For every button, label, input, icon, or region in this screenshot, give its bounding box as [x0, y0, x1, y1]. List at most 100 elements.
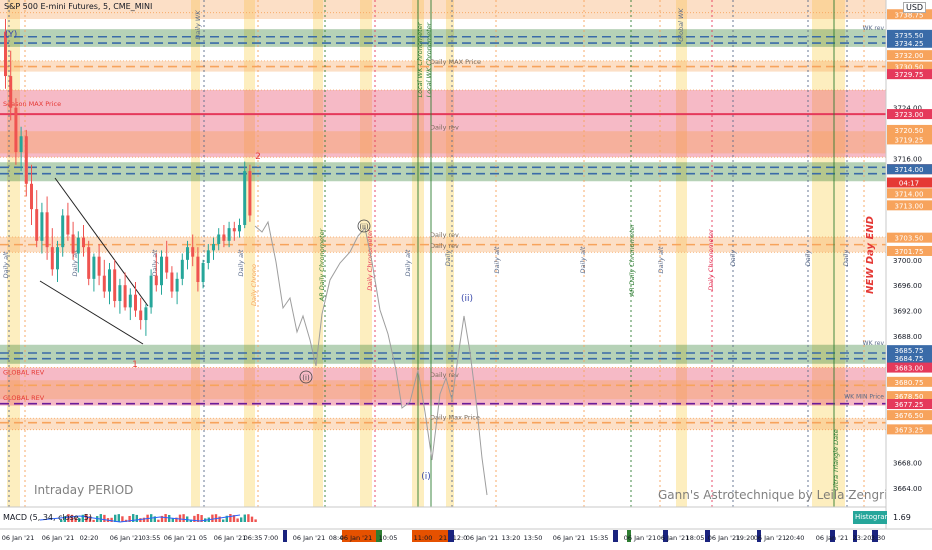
vertical-annotation: Global WK — [677, 8, 685, 42]
macd-histogram-bar — [85, 514, 88, 522]
candle-body — [118, 285, 122, 302]
histogram-badge — [853, 511, 887, 524]
macd-histogram-bar — [67, 514, 70, 522]
x-tick-label: 02:20 — [80, 534, 99, 542]
macd-histogram-bar — [132, 514, 135, 522]
candle-body — [248, 171, 252, 216]
price-band — [0, 131, 886, 154]
vertical-annotation: Daily alt — [237, 249, 245, 276]
time-axis-highlight — [613, 530, 618, 542]
candle-body — [50, 247, 54, 270]
candle-body — [108, 269, 111, 292]
watermark: Intraday PERIOD — [34, 483, 133, 497]
candle-body — [165, 256, 169, 273]
candle-body — [186, 247, 189, 260]
price-label-badge — [887, 410, 932, 421]
macd-histogram-bar — [81, 514, 84, 522]
candle-body — [180, 259, 184, 279]
candle-body — [97, 256, 101, 276]
band-label: WK MIN Price — [844, 394, 884, 401]
macd-histogram-bar — [139, 518, 142, 522]
price-label: 3719.25 — [895, 136, 924, 144]
candle-body — [139, 310, 143, 321]
vertical-annotation: Daily alt — [579, 246, 587, 273]
wave-label: (ii) — [359, 223, 369, 231]
candle-body — [40, 212, 44, 241]
x-tick-label: 06 Jan '21 — [624, 534, 656, 542]
x-tick-label: 06 Jan '21 — [164, 534, 196, 542]
time-axis-highlight — [872, 530, 878, 542]
band-label: GLOBAL REV — [3, 369, 45, 377]
vertical-annotation: Daily alt — [493, 246, 501, 273]
price-label: 3703.50 — [895, 235, 924, 243]
price-band — [0, 418, 886, 430]
candle-body — [222, 234, 226, 241]
wave-label: (i) — [302, 374, 310, 382]
price-label: 3723.00 — [895, 111, 924, 119]
price-label: 3714.00 — [895, 190, 924, 198]
wave-label-circle — [299, 370, 313, 384]
x-tick-label: 10:05 — [379, 534, 398, 542]
candle-body — [4, 31, 7, 77]
macd-histogram-bar — [103, 514, 106, 522]
price-label-badge — [887, 200, 932, 211]
candle-body — [113, 269, 117, 302]
macd-histogram-bar — [193, 515, 196, 522]
price-band — [0, 0, 886, 20]
macd-histogram-bar — [63, 516, 66, 522]
macd-histogram-bar — [250, 516, 254, 522]
x-tick-label: 06 Jan '21 — [553, 534, 585, 542]
price-label-badge — [887, 245, 932, 256]
price-label-badge — [887, 399, 932, 410]
candle-body — [92, 256, 96, 279]
wave-label: (i) — [421, 472, 431, 482]
macd-histogram-bar — [189, 519, 192, 522]
vertical-annotation: Daily Chronometer — [707, 228, 715, 291]
macd-histogram-bar — [153, 516, 156, 522]
price-label-badge — [887, 50, 932, 61]
time-axis-highlight — [412, 530, 448, 542]
macd-histogram-bar — [218, 516, 221, 522]
macd-indicator-label[interactable]: MACD (5, 34, close, 5) — [3, 513, 92, 522]
candle-body — [128, 294, 132, 308]
macd-histogram-bar — [240, 517, 243, 522]
wave-label: 2 — [255, 152, 261, 162]
vertical-annotation: Daily — [804, 250, 812, 267]
candle-body — [238, 224, 241, 232]
price-label: 3734.25 — [895, 40, 924, 48]
macd-pane — [0, 507, 886, 529]
candle-body — [123, 285, 127, 308]
x-tick-label: 06 Jan '21 — [466, 534, 498, 542]
chart-title: S&P 500 E-mini Futures, 5, CME_MINI — [4, 2, 153, 11]
vertical-annotation: Daily alt — [657, 246, 665, 273]
price-label: 3729.75 — [895, 71, 924, 79]
x-tick-label: 06:35 — [244, 534, 263, 542]
candle-body — [134, 294, 137, 311]
time-axis-highlight — [376, 530, 382, 542]
macd-histogram-bar — [211, 514, 214, 522]
wave-label-circle — [357, 219, 371, 233]
price-label: 3735.50 — [895, 32, 924, 40]
price-scale — [886, 0, 932, 529]
time-axis-highlight — [705, 530, 710, 542]
band-label: Daily rev — [430, 242, 459, 250]
candle-body — [66, 215, 70, 235]
y-tick-label: 3724.00 — [893, 105, 922, 113]
candle-body — [14, 107, 18, 153]
price-band — [0, 380, 886, 400]
macd-histogram-bar — [117, 514, 120, 522]
candle-body — [227, 228, 231, 241]
y-tick-label: 3692.00 — [893, 308, 922, 316]
price-label-badge — [887, 353, 932, 364]
price-label-badge — [887, 134, 932, 145]
y-tick-label: 3716.00 — [893, 155, 922, 163]
x-tick-label: 18:05 — [686, 534, 705, 542]
time-axis-highlight — [283, 530, 287, 542]
candle-body — [71, 234, 75, 254]
x-tick-label: 06 Jan '21 — [340, 534, 372, 542]
candle-body — [217, 234, 221, 244]
price-label-badge — [887, 61, 932, 72]
vertical-annotation: Daily — [842, 250, 850, 267]
vertical-annotation: Daily alt — [2, 251, 10, 278]
